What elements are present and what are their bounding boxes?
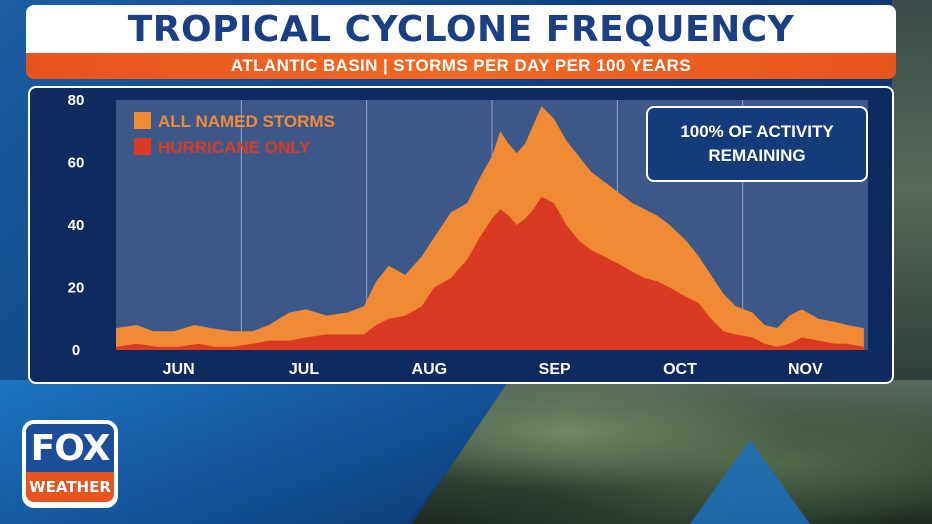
x-tick-label: AUG (412, 361, 448, 378)
logo-fox-text: FOX (26, 424, 114, 472)
cyclone-frequency-chart: 0 20 40 60 80 JUN JUL AUG SEP OCT NOV ALL NAMED STO… (68, 92, 868, 378)
x-tick-label: NOV (788, 361, 823, 378)
fox-weather-logo: FOX WEATHER (22, 420, 118, 508)
legend-label: HURRICANE ONLY (158, 138, 311, 157)
activity-remaining-text: 100% OF ACTIVITY REMAINING (680, 122, 834, 165)
activity-remaining-box: 100% OF ACTIVITY REMAINING (646, 106, 868, 182)
x-tick-label: SEP (539, 361, 571, 378)
hurricane-area (116, 196, 864, 350)
y-tick-label: 40 (68, 217, 85, 234)
y-tick-label: 0 (72, 342, 80, 359)
legend-swatch (134, 138, 151, 155)
legend-label: ALL NAMED STORMS (158, 112, 335, 131)
logo-weather-text: WEATHER (26, 472, 114, 502)
y-tick-label: 80 (68, 92, 85, 109)
page-title: TROPICAL CYCLONE FREQUENCY (127, 8, 795, 50)
title-banner: TROPICAL CYCLONE FREQUENCY (26, 5, 896, 53)
y-tick-label: 20 (68, 280, 85, 297)
subtitle-banner: ATLANTIC BASIN | STORMS PER DAY PER 100 … (26, 53, 896, 79)
x-tick-label: JUL (289, 361, 319, 378)
chart-panel: 0 20 40 60 80 JUN JUL AUG SEP OCT NOV ALL NAMED STO… (28, 86, 894, 384)
y-tick-label: 60 (68, 155, 85, 172)
background-photo-edge (892, 0, 932, 380)
x-tick-label: JUN (163, 361, 195, 378)
legend-swatch (134, 112, 151, 129)
x-tick-label: OCT (663, 361, 697, 378)
page-subtitle: ATLANTIC BASIN | STORMS PER DAY PER 100 … (230, 56, 692, 75)
